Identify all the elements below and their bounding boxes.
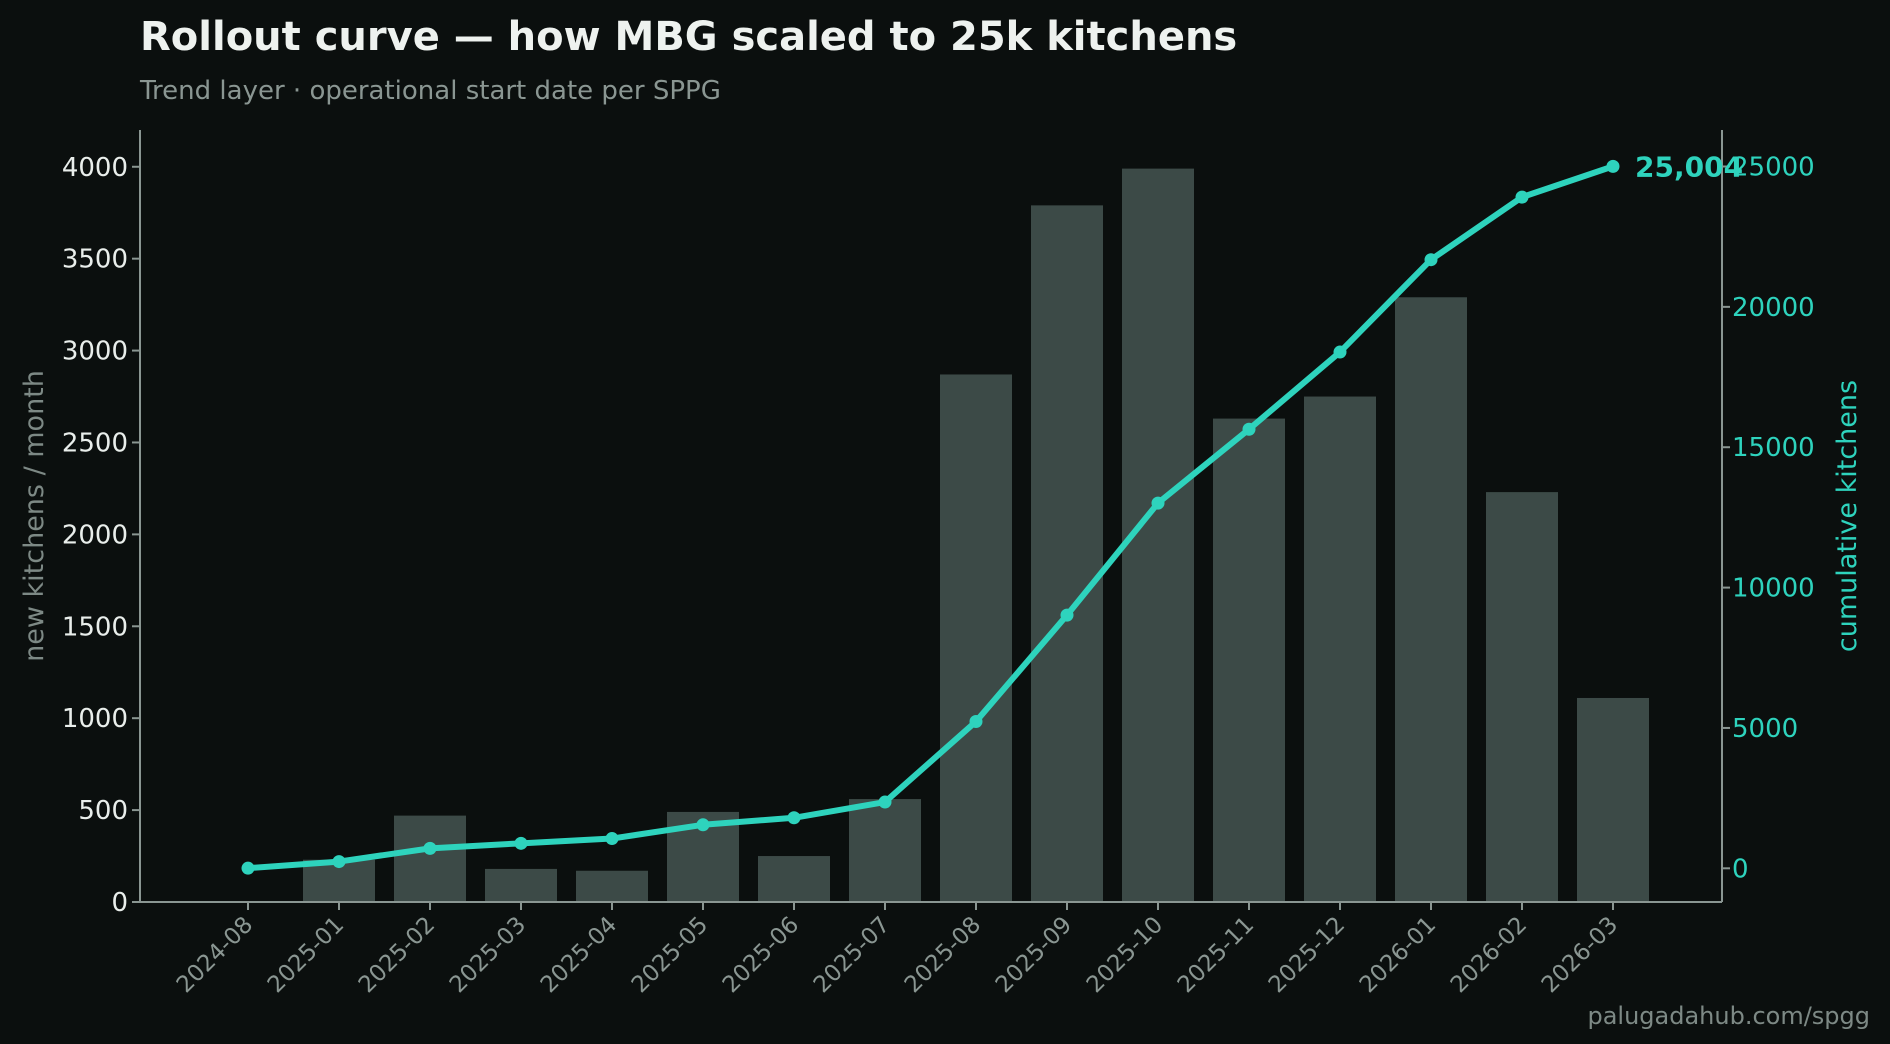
cumulative-point-2025-05 <box>696 818 710 832</box>
x-tick-label: 2025-06 <box>718 912 804 998</box>
left-tick-label: 2000 <box>62 520 128 550</box>
left-tick-label: 3500 <box>62 245 128 275</box>
right-tick-label: 15000 <box>1732 433 1815 463</box>
chart-title: Rollout curve — how MBG scaled to 25k ki… <box>140 14 1238 60</box>
end-value-label: 25,004 <box>1635 150 1743 183</box>
bar-2026-03 <box>1577 697 1649 902</box>
left-tick-label: 4000 <box>62 153 128 183</box>
chart-subtitle: Trend layer · operational start date per… <box>140 76 721 106</box>
bar-2025-12 <box>1304 396 1376 902</box>
cumulative-point-2025-11 <box>1242 422 1256 436</box>
bar-2025-09 <box>1031 205 1103 902</box>
right-tick-label: 25000 <box>1732 152 1815 182</box>
x-tick-label: 2025-10 <box>1082 912 1168 998</box>
left-tick-label: 500 <box>78 796 128 826</box>
cumulative-point-2025-08 <box>969 714 983 728</box>
left-tick-label: 2500 <box>62 428 128 458</box>
x-tick-label: 2025-03 <box>445 912 531 998</box>
cumulative-point-2025-04 <box>605 832 619 846</box>
y-axis-label-right: cumulative kitchens <box>1832 380 1863 652</box>
bar-2025-11 <box>1213 418 1285 902</box>
bar-2025-03 <box>485 868 557 902</box>
x-tick-label: 2025-02 <box>354 912 440 998</box>
x-tick-label: 2026-02 <box>1446 912 1532 998</box>
cumulative-point-2025-01 <box>332 855 346 869</box>
cumulative-point-2026-01 <box>1424 253 1438 267</box>
y-axis-label: new kitchens / month <box>19 370 50 662</box>
x-tick-label: 2025-07 <box>809 912 895 998</box>
bar-2025-08 <box>940 374 1012 902</box>
cumulative-point-2025-02 <box>423 841 437 855</box>
x-tick-label: 2025-09 <box>991 912 1077 998</box>
right-tick-label: 0 <box>1732 854 1749 884</box>
bar-2025-02 <box>394 815 466 902</box>
x-tick-label: 2025-12 <box>1264 912 1350 998</box>
x-tick-label: 2026-03 <box>1537 912 1623 998</box>
bar-2025-06 <box>758 856 830 902</box>
cumulative-point-2025-03 <box>514 836 528 850</box>
x-tick-label: 2025-05 <box>627 912 713 998</box>
left-tick-label: 0 <box>111 888 128 918</box>
cumulative-point-2025-12 <box>1333 345 1347 359</box>
bar-2026-02 <box>1486 492 1558 902</box>
cumulative-line <box>245 163 1616 872</box>
bar-2025-04 <box>576 870 648 902</box>
cumulative-point-2025-06 <box>787 811 801 825</box>
cumulative-point-2024-08 <box>241 861 255 875</box>
x-tick-label: 2025-01 <box>263 912 349 998</box>
right-tick-label: 20000 <box>1732 293 1815 323</box>
x-tick-label: 2026-01 <box>1355 912 1441 998</box>
cumulative-point-2025-07 <box>878 795 892 809</box>
source-credit: palugadahub.com/spgg <box>1587 1002 1870 1030</box>
left-tick-label: 1500 <box>62 612 128 642</box>
left-tick-label: 1000 <box>62 704 128 734</box>
left-tick-label: 3000 <box>62 337 128 367</box>
cumulative-point-2026-03 <box>1606 159 1620 173</box>
x-tick-label: 2025-04 <box>536 912 622 998</box>
x-tick-label: 2024-08 <box>172 912 258 998</box>
bar-2026-01 <box>1395 297 1467 902</box>
cumulative-point-2025-10 <box>1151 496 1165 510</box>
bar-2025-07 <box>849 799 921 902</box>
right-tick-label: 10000 <box>1732 574 1815 604</box>
cumulative-point-2025-09 <box>1060 608 1074 622</box>
right-tick-label: 5000 <box>1732 714 1798 744</box>
x-tick-label: 2025-08 <box>900 912 986 998</box>
x-tick-label: 2025-11 <box>1173 912 1259 998</box>
cumulative-point-2026-02 <box>1515 190 1529 204</box>
